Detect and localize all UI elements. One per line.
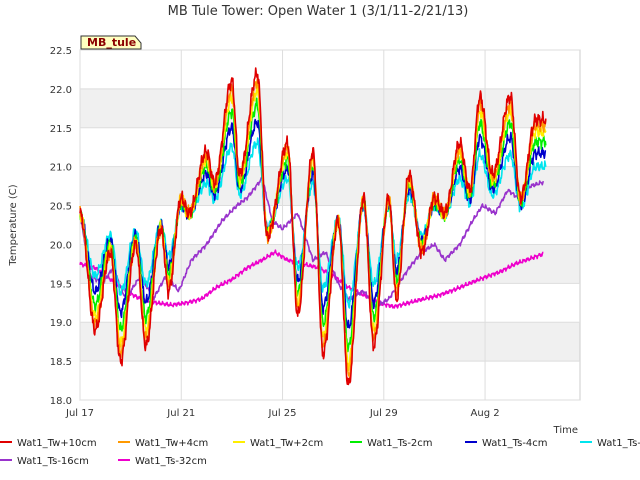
legend-item: Wat1_Ts-8cm	[580, 438, 640, 449]
y-tick-label: 21.5	[50, 124, 72, 135]
y-axis-label: Temperature (C)	[8, 184, 19, 266]
legend-label: Wat1_Tw+2cm	[250, 438, 323, 449]
y-tick-label: 21.0	[50, 163, 72, 174]
series-line-wat1-ts-16cm	[79, 176, 545, 308]
series-layer	[79, 67, 547, 386]
x-tick-label: Jul 17	[65, 408, 94, 419]
y-tick-label: 18.0	[50, 396, 72, 407]
series-line-wat1-tw-10cm	[79, 67, 547, 386]
plot-band	[80, 322, 580, 362]
site-badge-label: MB_tule	[87, 36, 136, 49]
y-tick-label: 19.5	[50, 279, 72, 290]
legend-label: Wat1_Ts-2cm	[367, 438, 433, 449]
legend-item: Wat1_Tw+4cm	[118, 438, 208, 449]
y-tick-label: 22.5	[50, 46, 72, 57]
plot-band	[80, 50, 580, 89]
legend-label: Wat1_Ts-32cm	[135, 456, 207, 467]
legend-item: Wat1_Tw+2cm	[233, 438, 323, 449]
plot-band	[80, 88, 580, 128]
legend-item: Wat1_Ts-2cm	[350, 438, 433, 449]
x-tick-label: Aug 2	[471, 408, 500, 419]
y-tick-label: 19.0	[50, 318, 72, 329]
legend-item: Wat1_Ts-4cm	[465, 438, 548, 449]
legend-label: Wat1_Ts-4cm	[482, 438, 548, 449]
y-tick-label: 20.5	[50, 202, 72, 213]
x-tick-label: Jul 25	[268, 408, 297, 419]
x-axis-label: Time	[553, 425, 578, 436]
legend: Wat1_Tw+10cm Wat1_Tw+4cm Wat1_Tw+2cm Wat1_T…	[0, 438, 640, 467]
plot-band	[80, 361, 580, 400]
x-axis-ticks: Jul 17 Jul 21 Jul 25 Jul 29 Aug 2	[65, 408, 500, 419]
y-tick-label: 18.5	[50, 357, 72, 368]
legend-label: Wat1_Tw+10cm	[17, 438, 97, 449]
site-badge-box	[80, 35, 142, 50]
site-badge: MB_tule	[80, 35, 142, 50]
legend-label: Wat1_Ts-8cm	[597, 438, 640, 449]
legend-item: Wat1_Tw+10cm	[0, 438, 97, 449]
y-axis-ticks: 18.0 18.5 19.0 19.5 20.0 20.5 21.0 21.5 22.0 22.5	[50, 46, 72, 407]
x-tick-label: Jul 21	[166, 408, 195, 419]
plot-band	[80, 205, 580, 245]
legend-item: Wat1_Ts-16cm	[0, 456, 89, 467]
legend-label: Wat1_Ts-16cm	[17, 456, 89, 467]
plot-background	[80, 50, 580, 400]
legend-item: Wat1_Ts-32cm	[118, 456, 207, 467]
y-tick-label: 20.0	[50, 240, 72, 251]
chart-title: MB Tule Tower: Open Water 1 (3/1/11-2/21…	[168, 4, 469, 19]
x-tick-label: Jul 29	[369, 408, 398, 419]
y-tick-label: 22.0	[50, 85, 72, 96]
legend-label: Wat1_Tw+4cm	[135, 438, 208, 449]
plot-band	[80, 166, 580, 206]
series-line-wat1-ts-32cm	[79, 249, 544, 309]
